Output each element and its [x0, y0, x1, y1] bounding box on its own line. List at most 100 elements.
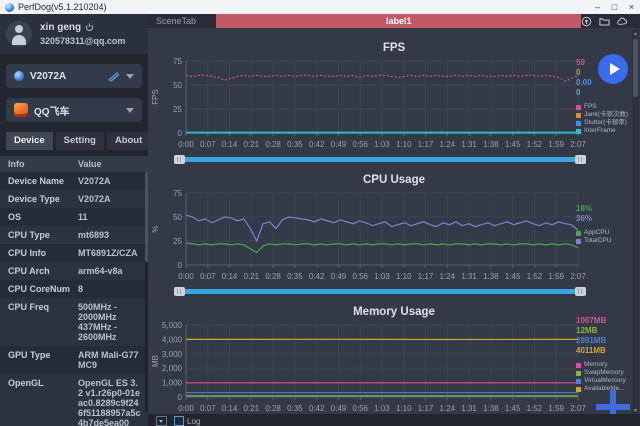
- scene-label-bar[interactable]: label1: [216, 14, 581, 28]
- chevron-down-icon: [126, 73, 134, 79]
- current-value: 36%: [576, 214, 593, 223]
- tab-about[interactable]: About: [106, 132, 148, 150]
- charts-scrollbar[interactable]: ▲ ▼: [632, 30, 639, 415]
- memory-plot-area[interactable]: 0:00 0:07 0:14 0:21 0:28 0:35 0:42 0:49 0:56 1:03…: [148, 319, 640, 419]
- svg-text:1:03: 1:03: [374, 272, 390, 281]
- chevron-down-icon: [126, 107, 134, 113]
- svg-text:1:59: 1:59: [548, 272, 564, 281]
- row-value: OpenGL ES 3.2 v1.r26p0-01eac0.8289c9f246…: [78, 378, 141, 426]
- table-row[interactable]: Device Name V2072A: [0, 172, 148, 190]
- svg-text:0:49: 0:49: [331, 404, 347, 413]
- slider-track[interactable]: [180, 289, 580, 294]
- svg-text:0:35: 0:35: [287, 140, 303, 149]
- table-row[interactable]: CPU CoreNum 8: [0, 280, 148, 298]
- legend-item[interactable]: Memory: [576, 361, 636, 369]
- svg-text:0:42: 0:42: [309, 272, 325, 281]
- fps-plot-area[interactable]: 0:00 0:07 0:14 0:21 0:28 0:35 0:42 0:49 0:56 1:03…: [148, 55, 640, 155]
- svg-text:1:03: 1:03: [374, 140, 390, 149]
- row-value: ARM Mali-G77 MC9: [78, 350, 139, 370]
- svg-text:1:38: 1:38: [483, 404, 499, 413]
- memory-legend: Memory SwapMemory VirtualMemory AvailableMe…: [576, 361, 636, 393]
- sidebar-table-scrollbar[interactable]: [145, 172, 148, 412]
- legend-item[interactable]: SwapMemory: [576, 369, 636, 377]
- log-checkbox[interactable]: [174, 416, 184, 426]
- user-name: xin geng: [40, 22, 82, 33]
- tab-setting[interactable]: Setting: [55, 132, 104, 150]
- svg-text:50: 50: [173, 213, 182, 222]
- power-icon[interactable]: [85, 23, 94, 32]
- legend-label: AppCPU: [584, 229, 610, 236]
- table-row[interactable]: CPU Info MT6891Z/CZA: [0, 244, 148, 262]
- current-value: 59: [576, 58, 585, 67]
- row-info-label: CPU Arch: [8, 266, 50, 276]
- legend-label: VirtualMemory: [584, 377, 626, 384]
- svg-text:1:17: 1:17: [418, 140, 434, 149]
- svg-text:3,000: 3,000: [162, 350, 183, 359]
- fps-time-range-slider[interactable]: [174, 155, 586, 164]
- svg-text:1:38: 1:38: [483, 272, 499, 281]
- svg-text:1,000: 1,000: [162, 379, 183, 388]
- slider-track[interactable]: [180, 157, 580, 162]
- chart-options-dropdown-icon[interactable]: [156, 416, 167, 426]
- add-annotation-button[interactable]: [596, 390, 630, 424]
- slider-right-handle[interactable]: [575, 287, 586, 296]
- tab-device[interactable]: Device: [6, 132, 53, 150]
- minimize-button[interactable]: –: [594, 2, 600, 12]
- svg-text:1:45: 1:45: [505, 404, 521, 413]
- svg-text:0:14: 0:14: [222, 140, 238, 149]
- svg-text:1:31: 1:31: [461, 140, 477, 149]
- cpu-plot-area[interactable]: 0:00 0:07 0:14 0:21 0:28 0:35 0:42 0:49 0:56 1:03…: [148, 187, 640, 287]
- slider-left-handle[interactable]: [174, 155, 185, 164]
- legend-label: TotalCPU: [584, 237, 612, 244]
- slider-left-handle[interactable]: [174, 287, 185, 296]
- table-row[interactable]: GPU Type ARM Mali-G77 MC9: [0, 346, 148, 374]
- legend-item[interactable]: AvailableMe...: [576, 385, 636, 393]
- legend-item[interactable]: VirtualMemory: [576, 377, 636, 385]
- svg-text:0:56: 0:56: [352, 272, 368, 281]
- svg-text:0:14: 0:14: [222, 404, 238, 413]
- svg-text:0:07: 0:07: [200, 272, 216, 281]
- row-info-label: CPU Freq: [8, 302, 50, 312]
- svg-text:0:00: 0:00: [178, 272, 194, 281]
- legend-item[interactable]: AppCPU: [576, 229, 636, 237]
- legend-label: FPS: [584, 103, 597, 110]
- app-logo-icon: [5, 2, 14, 12]
- app-select[interactable]: QQ飞车: [6, 98, 142, 122]
- svg-text:0:28: 0:28: [265, 140, 281, 149]
- svg-text:0:42: 0:42: [309, 140, 325, 149]
- avatar: [6, 21, 32, 47]
- cpu-chart: CPU Usage 0:00 0:07 0:14 0:21 0:28 0:35 0:42 0:…: [148, 174, 640, 296]
- close-button[interactable]: ×: [628, 2, 635, 12]
- memory-chart: Memory Usage 0:00 0:07 0:14 0:21 0:28 0:35 0:4…: [148, 306, 640, 426]
- svg-text:0: 0: [178, 261, 183, 270]
- legend-label: AvailableMe...: [584, 385, 625, 392]
- bottom-bar: Log: [148, 414, 640, 426]
- device-select[interactable]: V2072A: [6, 64, 142, 88]
- cloud-icon[interactable]: [617, 16, 628, 27]
- legend-item[interactable]: FPS: [576, 103, 636, 111]
- play-button[interactable]: [598, 54, 628, 84]
- maximize-button[interactable]: □: [611, 2, 618, 12]
- table-row[interactable]: Device Type V2072A: [0, 190, 148, 208]
- svg-text:75: 75: [173, 57, 182, 66]
- legend-item[interactable]: TotalCPU: [576, 237, 636, 245]
- sidebar-tabs: Device Setting About: [6, 132, 148, 150]
- svg-text:0:28: 0:28: [265, 272, 281, 281]
- table-row[interactable]: OpenGL OpenGL ES 3.2 v1.r26p0-01eac0.8289…: [0, 374, 148, 426]
- legend-item[interactable]: InterFrame: [576, 127, 636, 135]
- fps-legend: FPS Jank(卡顿次数) Stutter(卡顿率) InterFrame: [576, 103, 636, 135]
- table-row[interactable]: OS 11: [0, 208, 148, 226]
- folder-icon[interactable]: [599, 16, 610, 27]
- slider-right-handle[interactable]: [575, 155, 586, 164]
- row-info-label: GPU Type: [8, 350, 51, 360]
- usb-connection-icon[interactable]: [107, 71, 120, 82]
- table-row[interactable]: CPU Freq 500MHz - 2000MHz 437MHz - 2600MH…: [0, 298, 148, 346]
- cpu-time-range-slider[interactable]: [174, 287, 586, 296]
- svg-text:1:52: 1:52: [527, 404, 543, 413]
- table-row[interactable]: CPU Type mt6893: [0, 226, 148, 244]
- marker-record-icon[interactable]: [581, 16, 592, 27]
- svg-text:4,000: 4,000: [162, 335, 183, 344]
- table-row[interactable]: CPU Arch arm64-v8a: [0, 262, 148, 280]
- legend-item[interactable]: Jank(卡顿次数): [576, 111, 636, 119]
- legend-item[interactable]: Stutter(卡顿率): [576, 119, 636, 127]
